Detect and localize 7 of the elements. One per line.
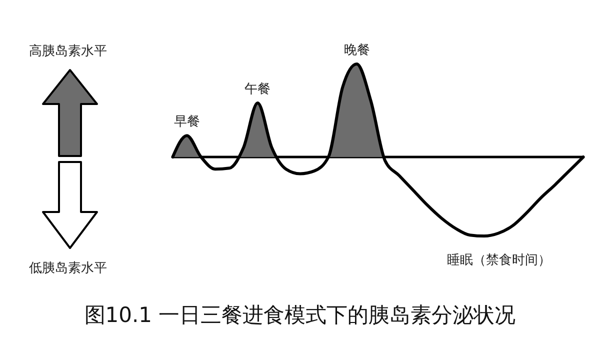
text: 低胰岛素水平: [29, 261, 107, 276]
annotation: 午餐: [244, 82, 271, 98]
text: 高胰岛素水平: [29, 43, 107, 59]
text: 晚餐: [344, 43, 370, 58]
annotation: 早餐: [174, 114, 200, 130]
text: 睡眠（禁食时间）: [447, 253, 552, 268]
text: 图10.1 一日三餐进食模式下的胰岛素分泌状况: [84, 303, 516, 327]
